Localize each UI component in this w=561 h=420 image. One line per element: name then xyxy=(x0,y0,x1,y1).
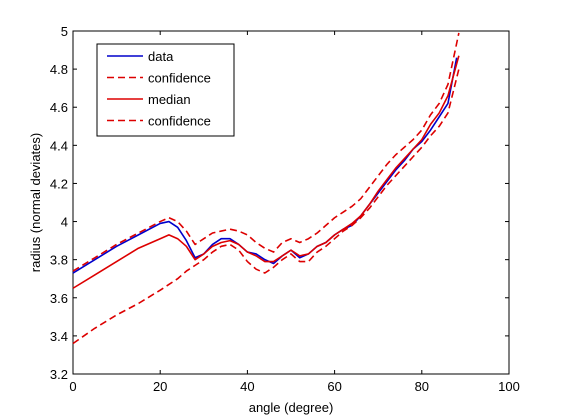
x-tick-label: 60 xyxy=(327,379,341,394)
legend-entry-label: confidence xyxy=(148,114,211,129)
y-tick-label: 4.2 xyxy=(50,176,68,191)
y-tick-label: 4.6 xyxy=(50,100,68,115)
x-axis-title: angle (degree) xyxy=(249,400,334,415)
y-tick-label: 3.4 xyxy=(50,329,68,344)
x-tick-label: 80 xyxy=(415,379,429,394)
series-line-3-confidence xyxy=(72,68,460,345)
x-tick-label: 40 xyxy=(240,379,254,394)
y-tick-label: 3.6 xyxy=(50,291,68,306)
x-tick-label: 0 xyxy=(69,379,76,394)
legend-entry-label: confidence xyxy=(148,71,211,86)
x-tick-label: 20 xyxy=(153,379,167,394)
x-tick-label: 100 xyxy=(498,379,520,394)
y-tick-label: 3.8 xyxy=(50,253,68,268)
y-axis-title: radius (normal deviates) xyxy=(28,133,43,272)
series-line-1-confidence xyxy=(72,32,460,272)
y-tick-label: 4 xyxy=(61,215,68,230)
legend-entry-label: median xyxy=(148,92,191,107)
y-tick-label: 5 xyxy=(61,24,68,39)
legend: data confidence median confidence xyxy=(96,43,235,137)
y-tick-label: 4.8 xyxy=(50,62,68,77)
y-axis: 3.2 3.4 3.6 3.8 4 4.2 4.4 4.6 4.8 5 xyxy=(50,24,509,382)
y-tick-label: 3.2 xyxy=(50,367,68,382)
legend-entry-label: data xyxy=(148,49,174,64)
x-axis: 0 20 40 60 80 100 xyxy=(69,31,520,394)
series-line-2-median xyxy=(72,55,460,289)
series-layer xyxy=(72,32,460,345)
y-tick-label: 4.4 xyxy=(50,138,68,153)
